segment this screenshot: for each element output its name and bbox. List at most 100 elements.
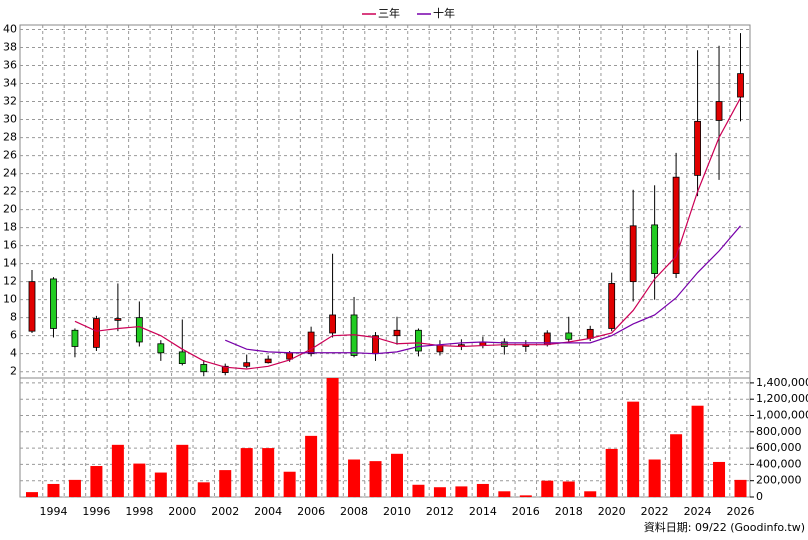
volume-bar — [412, 484, 425, 497]
volume-bar — [133, 463, 146, 497]
candle-body — [672, 176, 680, 274]
candle-body — [608, 283, 616, 329]
x-tick-label: 1998 — [125, 505, 153, 518]
x-tick-label: 2012 — [426, 505, 454, 518]
candle-body — [329, 314, 336, 334]
x-tick-label: 2014 — [469, 505, 497, 518]
candle-body — [393, 329, 401, 337]
volume-bar — [68, 479, 81, 497]
volume-bar — [90, 466, 103, 497]
x-tick-label: 2016 — [512, 505, 540, 518]
y2-tick-label: 0 — [756, 490, 763, 503]
volume-bar — [262, 448, 275, 497]
y2-tick-label: 1,400,000 — [756, 376, 808, 389]
x-tick-label: 2020 — [598, 505, 626, 518]
candle-body — [157, 343, 165, 354]
volume-bar — [197, 482, 210, 497]
y-tick-label: 2 — [10, 365, 17, 378]
y-tick-label: 36 — [3, 59, 17, 72]
volume-bar — [562, 481, 575, 497]
candle-body — [715, 101, 723, 121]
y2-tick-label: 200,000 — [756, 474, 802, 487]
volume-bar — [584, 491, 597, 497]
x-tick-label: 2002 — [211, 505, 239, 518]
candle-body — [629, 225, 637, 283]
candle-body — [694, 120, 701, 176]
x-tick-label: 2006 — [297, 505, 325, 518]
candle-body — [415, 329, 422, 352]
volume-bar — [455, 486, 468, 497]
candle-body — [565, 332, 573, 340]
volume-bar — [476, 483, 489, 497]
y2-tick-label: 1,000,000 — [756, 408, 808, 421]
candle-body — [93, 318, 100, 348]
candle-body — [286, 352, 294, 360]
y-tick-label: 26 — [3, 149, 17, 162]
candle-body — [28, 281, 36, 332]
ma-line — [74, 97, 742, 370]
volume-bar — [390, 453, 403, 497]
candle-body — [586, 328, 594, 339]
y2-tick-label: 800,000 — [756, 425, 802, 438]
x-tick-label: 2010 — [383, 505, 411, 518]
y2-tick-label: 1,200,000 — [756, 392, 808, 405]
volume-bar — [26, 492, 38, 497]
volume-bar — [498, 491, 511, 497]
y-tick-label: 28 — [3, 131, 17, 144]
x-tick-label: 2026 — [727, 505, 755, 518]
y-tick-label: 10 — [3, 293, 17, 306]
plot-frame — [19, 24, 751, 498]
y-tick-label: 20 — [3, 203, 17, 216]
volume-bar — [541, 480, 554, 497]
candle-body — [651, 224, 659, 274]
volume-bar — [605, 448, 618, 497]
y2-tick-label: 400,000 — [756, 457, 802, 470]
volume-bar — [219, 470, 232, 497]
candle-body — [221, 365, 229, 373]
candle-body — [114, 318, 122, 321]
volume-bar — [176, 444, 189, 497]
volume-bar — [713, 461, 726, 497]
volume-bar — [240, 448, 253, 497]
y-tick-label: 4 — [10, 347, 17, 360]
x-tick-label: 2000 — [168, 505, 196, 518]
legend-label: 十年 — [433, 6, 455, 20]
candle-body — [307, 331, 315, 355]
volume-bar — [433, 487, 446, 497]
y-tick-label: 18 — [3, 221, 17, 234]
candle-body — [71, 329, 79, 347]
y-tick-label: 34 — [3, 77, 17, 90]
source-note: 資料日期: 09/22 (Goodinfo.tw) — [644, 520, 805, 534]
volume-bar — [111, 444, 124, 497]
volume-bar — [648, 459, 661, 497]
volume-bar — [691, 405, 704, 497]
x-tick-label: 1996 — [82, 505, 110, 518]
y-tick-label: 12 — [3, 275, 17, 288]
candle-body — [50, 278, 57, 329]
y-tick-label: 6 — [10, 329, 17, 342]
x-tick-label: 2024 — [684, 505, 712, 518]
ma-line — [224, 225, 741, 355]
volume-bar — [326, 378, 339, 497]
y-tick-label: 40 — [3, 23, 17, 36]
volume-bar — [369, 461, 382, 497]
candle-body — [436, 345, 444, 353]
x-tick-label: 2004 — [254, 505, 282, 518]
candle-body — [737, 73, 744, 98]
volume-bar — [154, 472, 167, 497]
y2-tick-label: 600,000 — [756, 441, 802, 454]
y-tick-label: 22 — [3, 185, 17, 198]
y-tick-label: 24 — [3, 167, 17, 180]
candle-body — [200, 364, 208, 373]
y-tick-label: 38 — [3, 41, 17, 54]
candle-body — [178, 351, 186, 364]
volume-bar — [670, 434, 683, 497]
y-tick-label: 14 — [3, 257, 17, 270]
legend-label: 三年 — [378, 6, 400, 20]
y-tick-label: 32 — [3, 95, 17, 108]
volume-bar — [348, 459, 361, 497]
x-tick-label: 2008 — [340, 505, 368, 518]
volume-bar — [283, 471, 296, 497]
y-tick-label: 30 — [3, 113, 17, 126]
